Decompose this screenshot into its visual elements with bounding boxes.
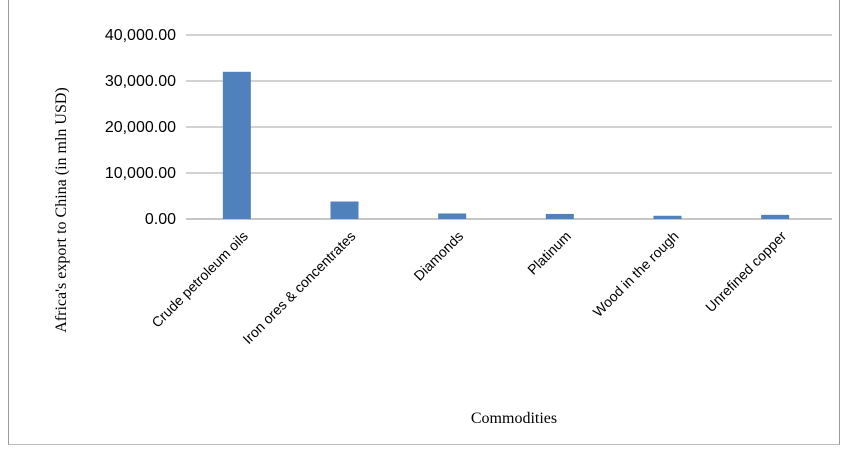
y-tick-label: 20,000.00 <box>105 119 176 136</box>
x-tick-label: Diamonds <box>410 228 466 284</box>
x-axis-title: Commodities <box>471 410 557 427</box>
bar <box>545 213 574 219</box>
bar <box>330 201 359 219</box>
bar <box>761 214 790 219</box>
x-tick-label: Platinum <box>524 228 574 278</box>
y-axis-title: Africa's export to China (in mln USD) <box>53 87 70 333</box>
y-tick-label: 0.00 <box>145 211 176 228</box>
x-tick-label: Unrefined copper <box>702 228 789 315</box>
bars <box>222 71 790 219</box>
y-tick-labels: 0.00 10,000.00 20,000.00 30,000.00 40,000.00 <box>105 27 176 228</box>
chart-frame <box>8 0 840 445</box>
gridlines <box>186 34 832 220</box>
x-tick-label: Iron ores & concentrates <box>239 228 358 347</box>
bar <box>222 71 251 219</box>
bar <box>653 215 682 219</box>
y-tick-label: 10,000.00 <box>105 165 176 182</box>
x-tick-label: Wood in the rough <box>590 228 682 320</box>
x-tick-label: Crude petroleum oils <box>148 228 251 331</box>
bar <box>438 213 467 219</box>
y-tick-label: 30,000.00 <box>105 73 176 90</box>
y-tick-label: 40,000.00 <box>105 27 176 44</box>
